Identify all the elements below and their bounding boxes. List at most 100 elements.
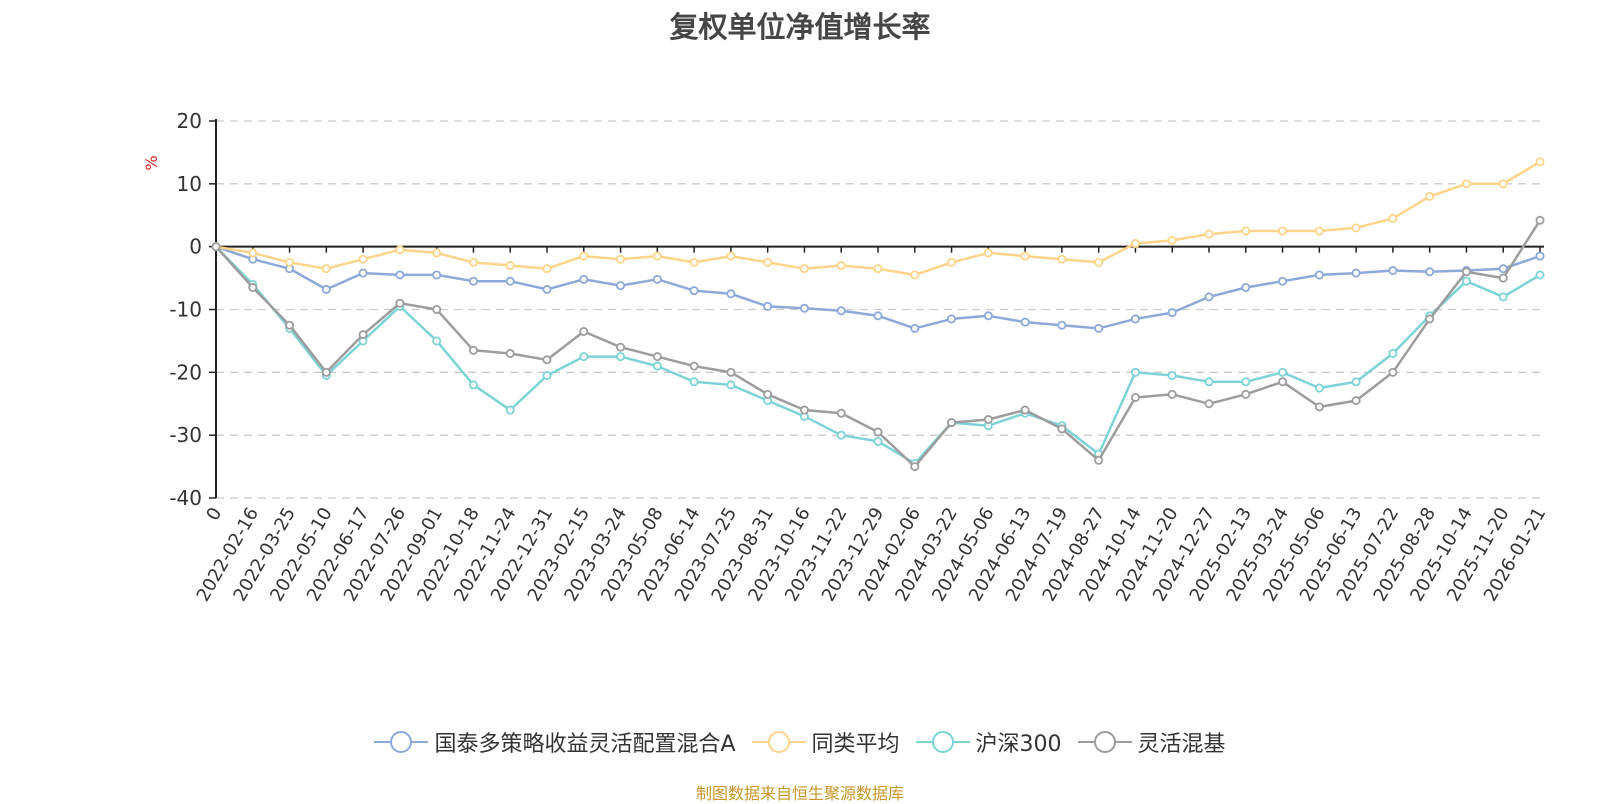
data-point: [542, 264, 552, 274]
chart-title: 复权单位净值增长率: [669, 10, 931, 44]
data-point: [1020, 317, 1030, 327]
data-point: [468, 257, 478, 267]
data-point: [1278, 226, 1288, 236]
data-point: [321, 367, 331, 377]
data-point: [395, 298, 405, 308]
data-point: [1057, 424, 1067, 434]
data-point: [1535, 215, 1545, 225]
data-point: [1388, 348, 1398, 358]
data-point: [1167, 389, 1177, 399]
data-point: [1498, 264, 1508, 274]
data-point: [358, 268, 368, 278]
data-point: [1130, 392, 1140, 402]
data-point: [947, 257, 957, 267]
data-point: [1094, 323, 1104, 333]
y-axis-unit: %: [142, 155, 161, 170]
data-point: [358, 330, 368, 340]
data-point: [1130, 314, 1140, 324]
data-point: [1498, 292, 1508, 302]
data-point: [836, 261, 846, 271]
data-point: [1461, 267, 1471, 277]
data-point: [947, 314, 957, 324]
data-point: [1388, 266, 1398, 276]
series-3: [211, 215, 1545, 472]
data-point: [1351, 377, 1361, 387]
data-point: [689, 377, 699, 387]
series-0: [211, 242, 1545, 333]
data-point: [395, 245, 405, 255]
data-point: [1020, 405, 1030, 415]
data-point: [873, 436, 883, 446]
x-tick-labels: 02022-02-162022-03-252022-05-102022-06-1…: [193, 504, 1551, 605]
data-point: [505, 405, 515, 415]
source-note: 制图数据来自恒生聚源数据库: [695, 784, 904, 803]
data-point: [910, 270, 920, 280]
data-point: [616, 352, 626, 362]
data-point: [579, 326, 589, 336]
data-point: [689, 361, 699, 371]
data-point: [1241, 389, 1251, 399]
data-point: [579, 274, 589, 284]
data-point: [1241, 283, 1251, 293]
data-point: [1535, 270, 1545, 280]
data-point: [1351, 268, 1361, 278]
data-point: [652, 251, 662, 261]
data-point: [542, 370, 552, 380]
data-point: [505, 276, 515, 286]
data-point: [1351, 396, 1361, 406]
data-point: [1057, 320, 1067, 330]
data-point: [1204, 292, 1214, 302]
legend: 国泰多策略收益灵活配置混合A 同类平均 沪深300 灵活混基: [0, 720, 1600, 764]
legend-label: 沪深300: [975, 732, 1062, 757]
data-point: [1130, 367, 1140, 377]
data-point: [542, 355, 552, 365]
data-point: [1314, 383, 1324, 393]
legend-item[interactable]: 沪深300: [915, 726, 1062, 758]
data-point: [947, 418, 957, 428]
legend-label: 同类平均: [811, 732, 900, 757]
legend-item[interactable]: 同类平均: [751, 726, 900, 758]
data-point: [726, 367, 736, 377]
data-point: [910, 323, 920, 333]
data-point: [1314, 226, 1324, 236]
data-point: [983, 248, 993, 258]
data-point: [763, 257, 773, 267]
data-point: [799, 303, 809, 313]
y-tick-label: -30: [169, 423, 202, 447]
data-point: [910, 462, 920, 472]
y-tick-label: 20: [177, 109, 202, 133]
data-point: [1167, 370, 1177, 380]
data-point: [285, 320, 295, 330]
data-point: [726, 289, 736, 299]
legend-line-circle-icon: [915, 731, 970, 753]
series-line: [215, 160, 1541, 277]
legend-item[interactable]: 灵活混基: [1077, 726, 1226, 758]
data-point: [1388, 213, 1398, 223]
data-point: [726, 380, 736, 390]
data-point: [1351, 223, 1361, 233]
data-point: [1167, 235, 1177, 245]
data-point: [763, 389, 773, 399]
data-point: [1020, 251, 1030, 261]
data-point: [1278, 276, 1288, 286]
data-point: [1535, 251, 1545, 261]
series-lines: [211, 157, 1545, 472]
data-point: [1461, 179, 1471, 189]
data-point: [1314, 402, 1324, 412]
chart-plot: % 20 10 0 -10 -20 -30 -40 02022-02-162022-03-2…: [142, 109, 1551, 605]
data-point: [983, 414, 993, 424]
data-point: [1204, 229, 1214, 239]
data-point: [1425, 191, 1435, 201]
data-point: [652, 274, 662, 284]
y-tick-label: -20: [169, 360, 202, 384]
data-point: [321, 284, 331, 294]
data-point: [505, 261, 515, 271]
data-point: [836, 306, 846, 316]
data-point: [652, 352, 662, 362]
data-point: [1094, 257, 1104, 267]
legend-item[interactable]: 国泰多策略收益灵活配置混合A: [374, 726, 736, 758]
data-point: [1314, 270, 1324, 280]
data-point: [432, 304, 442, 314]
data-point: [579, 251, 589, 261]
x-tick-label: 0: [202, 504, 226, 524]
